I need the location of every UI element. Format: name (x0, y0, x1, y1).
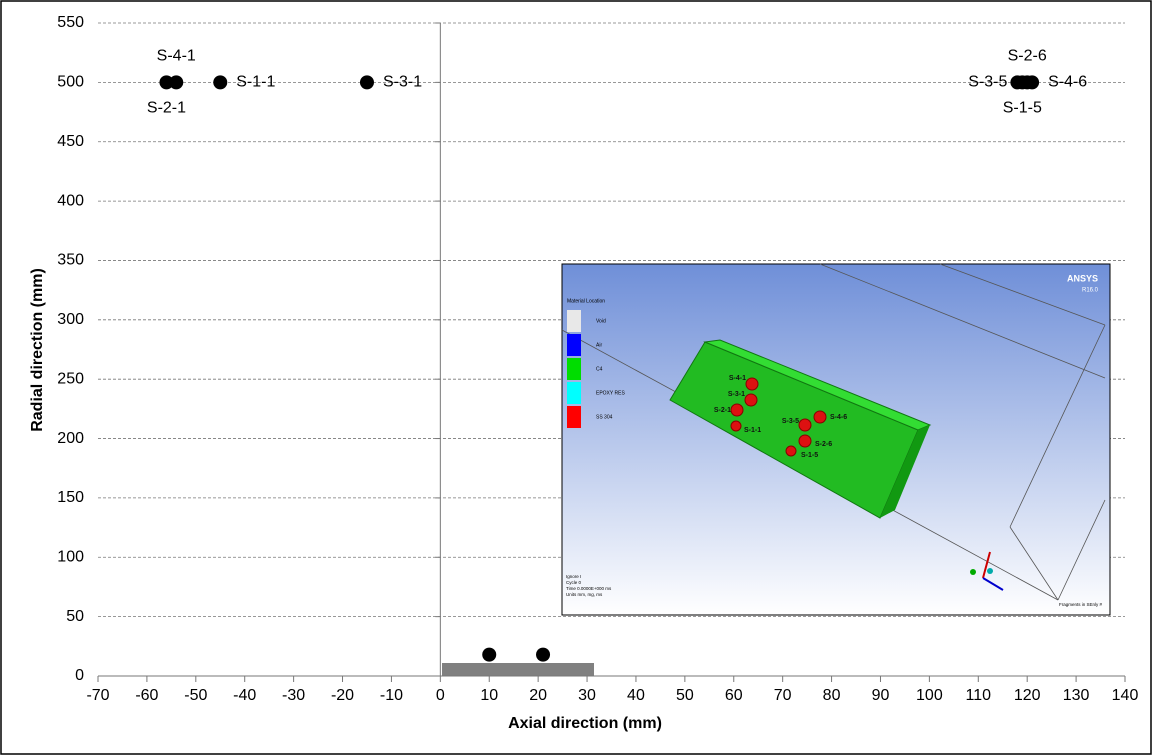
x-tick-label: 90 (872, 687, 890, 704)
legend-label: Air (596, 342, 602, 348)
x-tick-label: -20 (331, 687, 354, 704)
legend-label: C4 (596, 366, 603, 372)
x-tick-label: 60 (725, 687, 743, 704)
gauge-label: S-1-1 (744, 427, 761, 434)
x-tick-label: 80 (823, 687, 841, 704)
y-tick-label: 200 (57, 430, 84, 447)
inset-info: Units mm, mg, ms (566, 592, 603, 597)
point-label: S-1-1 (236, 74, 275, 91)
legend-label: Void (596, 318, 606, 324)
x-tick-label: 20 (529, 687, 547, 704)
gauge-label: S-1-5 (801, 452, 818, 459)
x-tick-label: -30 (282, 687, 305, 704)
point (482, 648, 496, 662)
point-label: S-2-6 (1008, 48, 1047, 65)
x-tick-label: -10 (380, 687, 403, 704)
x-tick-label: -70 (86, 687, 109, 704)
y-tick-label: 50 (66, 608, 84, 625)
y-axis-title: Radial direction (mm) (29, 268, 46, 432)
x-tick-label: -60 (135, 687, 158, 704)
point (536, 648, 550, 662)
legend-swatch (567, 310, 581, 332)
y-tick-label: 450 (57, 133, 84, 150)
x-tick-label: 0 (436, 687, 445, 704)
y-tick-label: 150 (57, 489, 84, 506)
legend-swatch (567, 406, 581, 428)
inset-info: Cycle 0 (566, 580, 582, 585)
legend-title: Material Location (567, 298, 605, 304)
y-tick-label: 400 (57, 192, 84, 209)
gauge-label: S-3-1 (728, 391, 745, 398)
x-tick-label: 40 (627, 687, 645, 704)
inset-version: R16.0 (1082, 288, 1099, 294)
legend-swatch (567, 382, 581, 404)
x-tick-label: 10 (480, 687, 498, 704)
y-tick-label: 250 (57, 370, 84, 387)
legend-label: EPOXY RES (596, 390, 625, 396)
gauge-label: S-3-5 (782, 418, 799, 425)
point-label: S-3-5 (968, 74, 1007, 91)
gauge-label: S-2-1 (714, 407, 731, 414)
point-label: S-4-6 (1048, 74, 1087, 91)
x-tick-label: -40 (233, 687, 256, 704)
point (360, 75, 374, 89)
point-label: S-3-1 (383, 74, 422, 91)
inset-image: ANSYS R16.0 Material Location Void Air C4 EPOX… (562, 264, 1110, 615)
inset-info: Time 0.0000E+000 ms (566, 586, 612, 591)
point-label: S-1-5 (1003, 100, 1042, 117)
point (169, 75, 183, 89)
inset-info: Ignore I (566, 574, 581, 579)
gauge-label: S-4-1 (729, 375, 746, 382)
x-tick-label: 140 (1112, 687, 1139, 704)
legend-swatch (567, 358, 581, 380)
point-label: S-4-1 (157, 48, 196, 65)
point (213, 75, 227, 89)
inset-footer: Fragments in SEnly # (1059, 602, 1103, 607)
x-tick-label: 100 (916, 687, 943, 704)
y-tick-label: 350 (57, 252, 84, 269)
gauge-label: S-2-6 (815, 441, 832, 448)
y-tick-label: 100 (57, 548, 84, 565)
x-tick-label: -50 (184, 687, 207, 704)
x-tick-label: 50 (676, 687, 694, 704)
chart: Axial direction (mm) Radial direction (m… (0, 0, 1153, 756)
x-tick-label: 120 (1014, 687, 1041, 704)
point (1025, 75, 1039, 89)
x-tick-label: 130 (1063, 687, 1090, 704)
point-label: S-2-1 (147, 100, 186, 117)
x-axis-title: Axial direction (mm) (508, 715, 662, 732)
y-tick-label: 550 (57, 14, 84, 31)
legend-swatch (567, 334, 581, 356)
x-tick-label: 30 (578, 687, 596, 704)
inset-brand: ANSYS (1067, 273, 1098, 283)
y-tick-label: 0 (75, 667, 84, 684)
y-tick-label: 500 (57, 74, 84, 91)
gauge-label: S-4-6 (830, 414, 847, 421)
x-tick-label: 110 (966, 687, 992, 704)
x-tick-label: 70 (774, 687, 792, 704)
y-tick-label: 300 (57, 311, 84, 328)
legend-label: SS 304 (596, 414, 613, 420)
specimen (442, 663, 594, 676)
